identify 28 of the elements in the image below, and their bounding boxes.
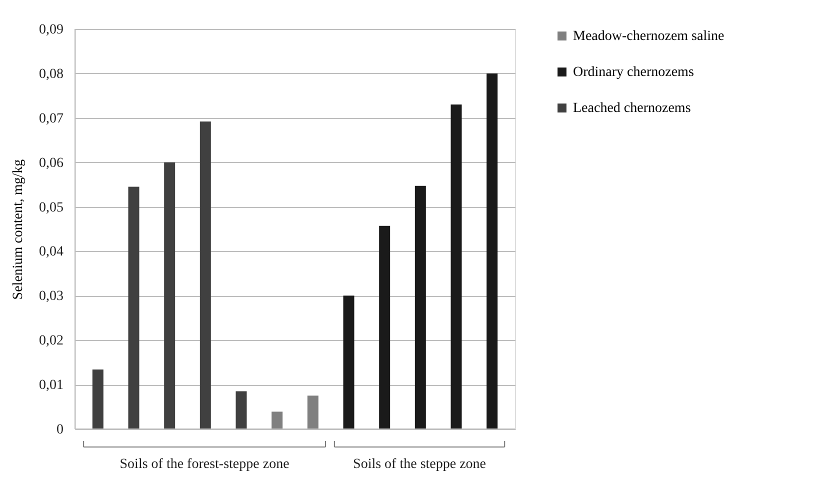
y-tick-label: 0,04 bbox=[39, 244, 64, 260]
y-tick-label: 0 bbox=[56, 422, 64, 438]
bar bbox=[379, 226, 390, 429]
legend-label: Leached chernozems bbox=[573, 101, 691, 116]
y-axis-title: Selenium content, mg/kg bbox=[11, 159, 26, 300]
legend-label: Meadow-chernozem saline bbox=[573, 29, 724, 44]
bar bbox=[164, 162, 176, 429]
y-tick-label: 0,03 bbox=[39, 289, 64, 304]
y-tick-label: 0,05 bbox=[39, 200, 64, 216]
y-tick-label: 0,07 bbox=[39, 111, 64, 126]
y-tick-label: 0,02 bbox=[39, 334, 64, 349]
y-tick-label: 0,06 bbox=[39, 156, 64, 171]
bar bbox=[236, 391, 247, 429]
bar bbox=[450, 104, 462, 429]
y-tick-label: 0,08 bbox=[39, 66, 64, 82]
bar bbox=[200, 121, 211, 429]
bar bbox=[307, 396, 318, 429]
bar bbox=[272, 412, 283, 429]
bar bbox=[343, 296, 354, 429]
bar bbox=[92, 369, 104, 429]
text: Soils of the forest-steppe zone bbox=[120, 457, 290, 472]
text: Soils of the steppe zone bbox=[353, 457, 486, 472]
y-tick-label: 0,09 bbox=[39, 22, 64, 38]
bar bbox=[486, 73, 498, 429]
legend-label: Ordinary chernozems bbox=[573, 65, 694, 80]
y-tick-label: 0,01 bbox=[39, 378, 64, 394]
bar bbox=[414, 186, 426, 429]
bar bbox=[128, 186, 140, 429]
